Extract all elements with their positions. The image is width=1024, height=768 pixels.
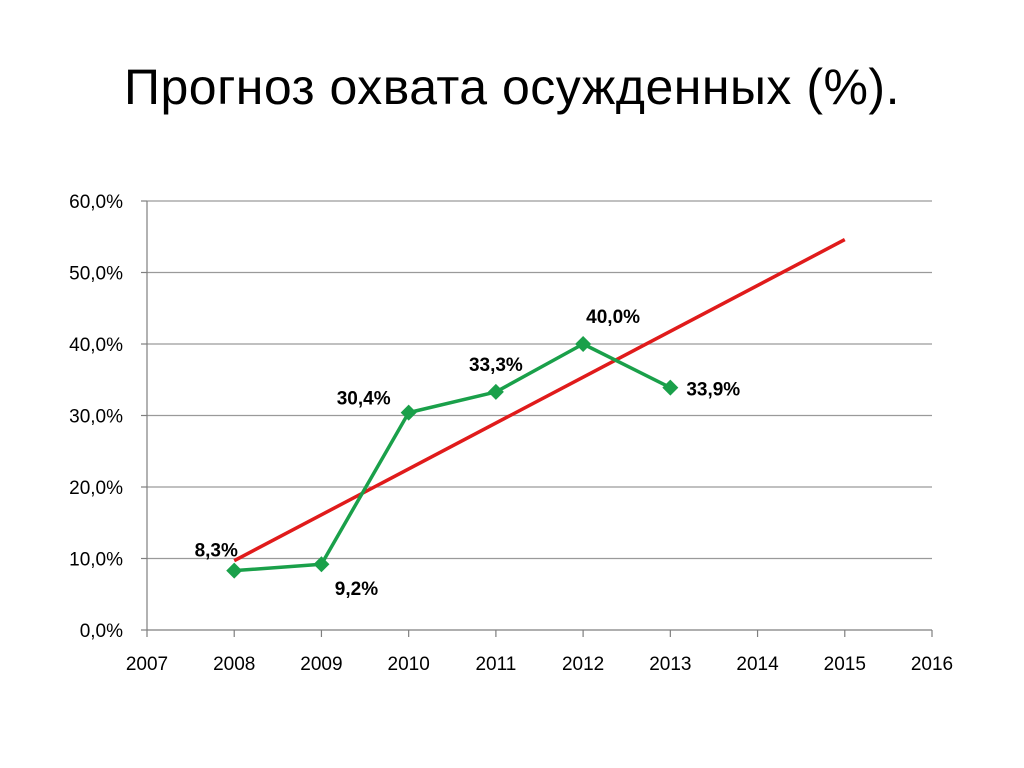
data-label: 33,3% bbox=[469, 355, 523, 376]
data-label: 30,4% bbox=[337, 389, 391, 410]
x-tick-label: 2011 bbox=[475, 654, 516, 675]
series-line bbox=[234, 342, 672, 573]
x-tick-label: 2014 bbox=[736, 654, 779, 675]
data-point-marker bbox=[313, 556, 330, 573]
trend-line bbox=[233, 238, 846, 563]
grid-lines bbox=[147, 200, 932, 560]
x-tick-label: 2012 bbox=[562, 654, 604, 675]
x-tick-label: 2009 bbox=[300, 654, 342, 675]
data-point-marker bbox=[662, 379, 679, 396]
trend-line-layer bbox=[233, 238, 846, 563]
y-tick-label: 30,0% bbox=[69, 407, 123, 428]
x-tick-label: 2015 bbox=[824, 654, 866, 675]
data-point-marker bbox=[487, 383, 504, 400]
slide-title: Прогноз охвата осужденных (%). bbox=[124, 59, 900, 115]
x-tick-label: 2016 bbox=[911, 654, 953, 675]
data-label: 33,9% bbox=[686, 380, 740, 401]
y-tick-label: 60,0% bbox=[69, 192, 123, 213]
y-tick-label: 10,0% bbox=[69, 550, 123, 571]
data-label: 8,3% bbox=[195, 541, 238, 562]
data-point-marker bbox=[226, 562, 243, 579]
data-point-marker bbox=[575, 336, 592, 352]
data-label: 9,2% bbox=[335, 579, 378, 600]
data-series-layer bbox=[226, 336, 679, 579]
axes bbox=[141, 200, 933, 637]
x-tick-label: 2010 bbox=[388, 654, 430, 675]
data-point-marker bbox=[400, 404, 417, 421]
tick-labels: 0,0% 10,0% 20,0% 30,0% 40,0% 50,0% 60,0% 2007 20… bbox=[69, 192, 953, 675]
data-labels: 8,3% 9,2% 30,4% 33,3% 40,0% 33,9% bbox=[195, 307, 741, 600]
x-tick-label: 2013 bbox=[649, 654, 691, 675]
x-tick-label: 2008 bbox=[213, 654, 255, 675]
y-tick-label: 0,0% bbox=[80, 621, 123, 642]
y-tick-label: 20,0% bbox=[69, 478, 123, 499]
y-tick-label: 50,0% bbox=[69, 264, 123, 285]
data-label: 40,0% bbox=[586, 307, 640, 328]
x-tick-label: 2007 bbox=[126, 654, 168, 675]
y-tick-label: 40,0% bbox=[69, 335, 123, 356]
